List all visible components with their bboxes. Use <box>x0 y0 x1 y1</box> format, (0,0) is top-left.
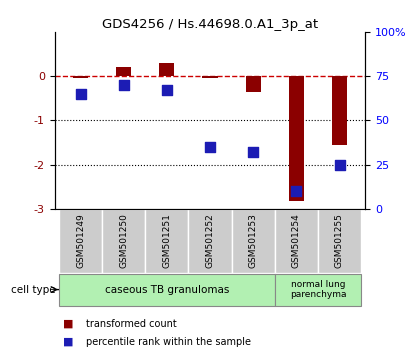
Text: normal lung
parenchyma: normal lung parenchyma <box>290 280 346 299</box>
Title: GDS4256 / Hs.44698.0.A1_3p_at: GDS4256 / Hs.44698.0.A1_3p_at <box>102 18 318 31</box>
Bar <box>275 274 361 306</box>
Point <box>77 91 84 97</box>
Text: GSM501253: GSM501253 <box>249 213 257 268</box>
Bar <box>102 209 145 273</box>
Text: ■: ■ <box>63 337 74 347</box>
Bar <box>159 63 174 76</box>
Point <box>120 82 127 88</box>
Text: GSM501255: GSM501255 <box>335 213 344 268</box>
Text: caseous TB granulomas: caseous TB granulomas <box>105 285 229 295</box>
Bar <box>202 76 218 78</box>
Text: percentile rank within the sample: percentile rank within the sample <box>86 337 251 347</box>
Text: GSM501249: GSM501249 <box>76 213 85 268</box>
Point <box>163 87 170 93</box>
Point <box>250 149 257 155</box>
Bar <box>73 76 88 78</box>
Bar <box>275 209 318 273</box>
Bar <box>289 76 304 201</box>
Bar <box>145 209 189 273</box>
Text: GSM501251: GSM501251 <box>163 213 171 268</box>
Bar <box>332 76 347 145</box>
Bar <box>231 209 275 273</box>
Text: cell type: cell type <box>11 285 55 295</box>
Point <box>293 188 300 194</box>
Point <box>207 144 213 150</box>
Bar <box>116 67 131 76</box>
Bar <box>59 274 275 306</box>
Bar <box>189 209 231 273</box>
Point <box>336 162 343 167</box>
Bar <box>59 209 102 273</box>
Text: ■: ■ <box>63 319 74 329</box>
Text: GSM501254: GSM501254 <box>292 213 301 268</box>
Bar <box>246 76 261 92</box>
Text: GSM501252: GSM501252 <box>205 213 215 268</box>
Text: transformed count: transformed count <box>86 319 177 329</box>
Text: GSM501250: GSM501250 <box>119 213 128 268</box>
Bar <box>318 209 361 273</box>
